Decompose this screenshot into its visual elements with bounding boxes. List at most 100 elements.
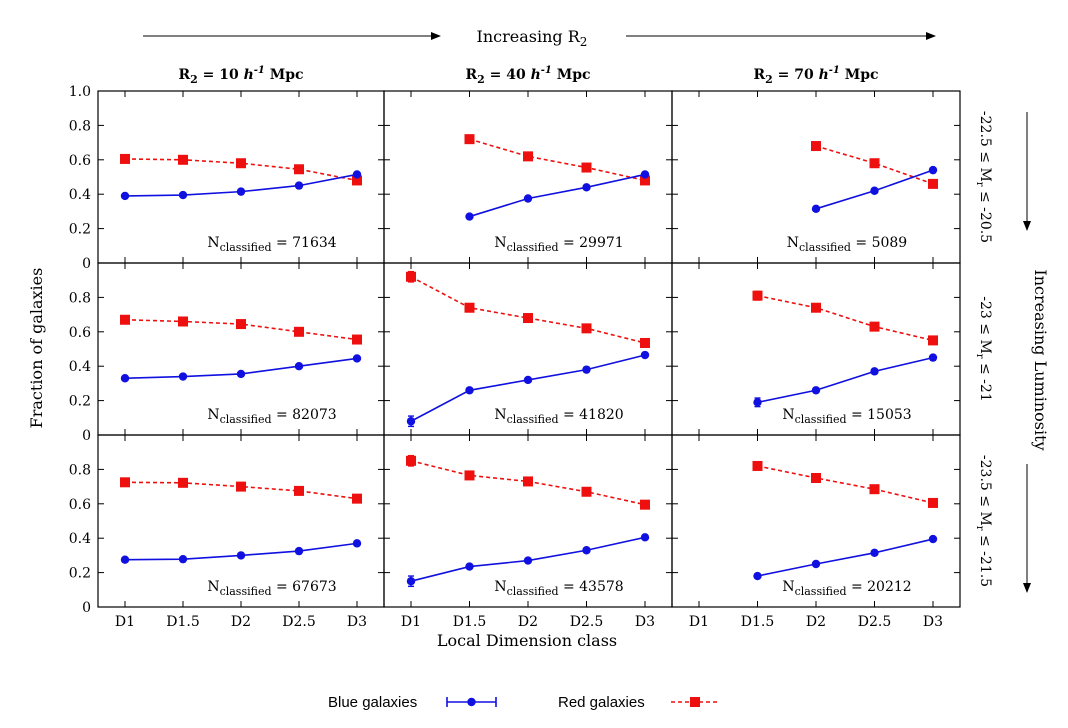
red-series-line — [757, 465, 934, 504]
blue-series-line — [757, 356, 934, 404]
column-header-0: R2 = 10 h-1 Mpc — [178, 65, 303, 86]
blue-point — [523, 375, 533, 385]
red-point — [178, 477, 188, 488]
y-tick-label: 0.4 — [69, 359, 91, 375]
blue-point — [811, 559, 821, 569]
red-series-line — [124, 158, 358, 182]
n-classified-label-4: Nclassified = 41820 — [494, 407, 623, 426]
red-point — [236, 158, 246, 169]
x-tick-label: D3 — [347, 614, 367, 630]
red-point — [294, 326, 304, 337]
blue-point — [811, 386, 821, 395]
panel-frame-6 — [97, 434, 385, 608]
y-tick-label: 0.2 — [69, 394, 91, 410]
blue-point — [352, 170, 362, 179]
red-point — [640, 175, 650, 186]
blue-point — [178, 372, 188, 381]
blue-point — [870, 186, 879, 195]
red-point — [464, 470, 475, 481]
red-point — [581, 323, 592, 334]
red-series-line — [757, 294, 934, 342]
blue-point — [120, 555, 130, 564]
blue-point — [294, 181, 304, 190]
legend-marker-blue — [467, 697, 476, 707]
blue-point — [465, 386, 474, 395]
blue-series-line — [469, 173, 646, 218]
x-tick-label: D2.5 — [282, 614, 316, 630]
blue-point — [582, 546, 591, 555]
red-point — [178, 316, 188, 327]
top-arrow-label: Increasing R2 — [477, 27, 588, 49]
panel-frame-7 — [383, 434, 673, 608]
red-point — [581, 486, 592, 497]
x-tick-label: D2 — [518, 614, 538, 630]
y-tick-label: 0.4 — [69, 531, 91, 547]
blue-point — [753, 571, 762, 581]
x-tick-label: D3 — [635, 614, 655, 630]
blue-point — [753, 398, 762, 407]
y-tick-label: 0.2 — [69, 566, 91, 582]
red-point — [294, 485, 304, 496]
panel-frame-5 — [671, 262, 961, 436]
column-header-2: R2 = 70 h-1 Mpc — [753, 65, 878, 86]
legend-label-blue: Blue galaxies — [328, 694, 417, 711]
red-point — [352, 493, 362, 504]
panel-frame-2 — [671, 90, 961, 264]
y-tick-label: 0.8 — [69, 118, 91, 134]
red-point — [752, 460, 763, 471]
x-tick-label: D1 — [689, 614, 709, 630]
red-series-line — [124, 318, 358, 341]
red-point — [178, 154, 188, 165]
x-tick-label: D3 — [923, 614, 943, 630]
x-axis-label: Local Dimension class — [437, 631, 617, 650]
blue-point — [352, 354, 362, 363]
y-tick-label: 0 — [82, 600, 91, 616]
red-point — [406, 455, 416, 466]
blue-point — [236, 187, 246, 196]
y-tick-label: 0 — [82, 428, 91, 444]
n-classified-label-3: Nclassified = 82073 — [207, 407, 336, 426]
x-tick-label: D1.5 — [166, 614, 200, 630]
blue-point — [582, 365, 591, 374]
n-classified-label-6: Nclassified = 67673 — [207, 579, 336, 598]
row-header-0: -22.5 ≤ Mr ≤ -20.5 — [974, 111, 993, 243]
row-header-1: -23 ≤ Mr ≤ -21 — [974, 296, 993, 401]
panel-frame-8 — [671, 434, 961, 608]
red-point — [523, 476, 533, 487]
x-tick-label: D1.5 — [453, 614, 487, 630]
blue-point — [640, 533, 650, 542]
red-point — [752, 290, 763, 301]
y-tick-label: 0.8 — [69, 290, 91, 306]
y-axis-label: Fraction of galaxies — [27, 268, 46, 429]
n-classified-label-1: Nclassified = 29971 — [494, 235, 623, 254]
red-point — [464, 134, 475, 145]
blue-point — [640, 170, 650, 179]
red-point — [352, 175, 362, 186]
n-classified-label-2: Nclassified = 5089 — [787, 235, 907, 254]
legend-label-red: Red galaxies — [558, 694, 645, 711]
blue-point — [294, 546, 304, 556]
blue-point — [640, 350, 650, 360]
y-tick-label: 0.8 — [69, 462, 91, 478]
n-classified-label-5: Nclassified = 15053 — [782, 407, 911, 426]
red-point — [928, 335, 938, 346]
red-point — [869, 484, 880, 495]
y-tick-label: 1.0 — [69, 84, 91, 100]
blue-point — [928, 534, 938, 544]
blue-point — [406, 577, 416, 586]
y-tick-label: 0.6 — [69, 325, 91, 341]
red-point — [811, 473, 821, 483]
y-tick-label: 0.4 — [69, 187, 91, 203]
y-tick-label: 0 — [82, 256, 91, 272]
column-header-1: R2 = 40 h-1 Mpc — [465, 65, 590, 86]
red-point — [120, 153, 130, 164]
blue-point — [236, 369, 246, 379]
panel-frame-4 — [383, 262, 673, 436]
x-tick-label: D2 — [231, 614, 251, 630]
red-point — [464, 302, 475, 313]
y-tick-label: 0.6 — [69, 153, 91, 169]
red-point — [869, 321, 880, 332]
blue-point — [352, 539, 362, 548]
right-arrow-label: Increasing Luminosity — [1031, 269, 1050, 450]
x-tick-label: D2 — [806, 614, 826, 630]
